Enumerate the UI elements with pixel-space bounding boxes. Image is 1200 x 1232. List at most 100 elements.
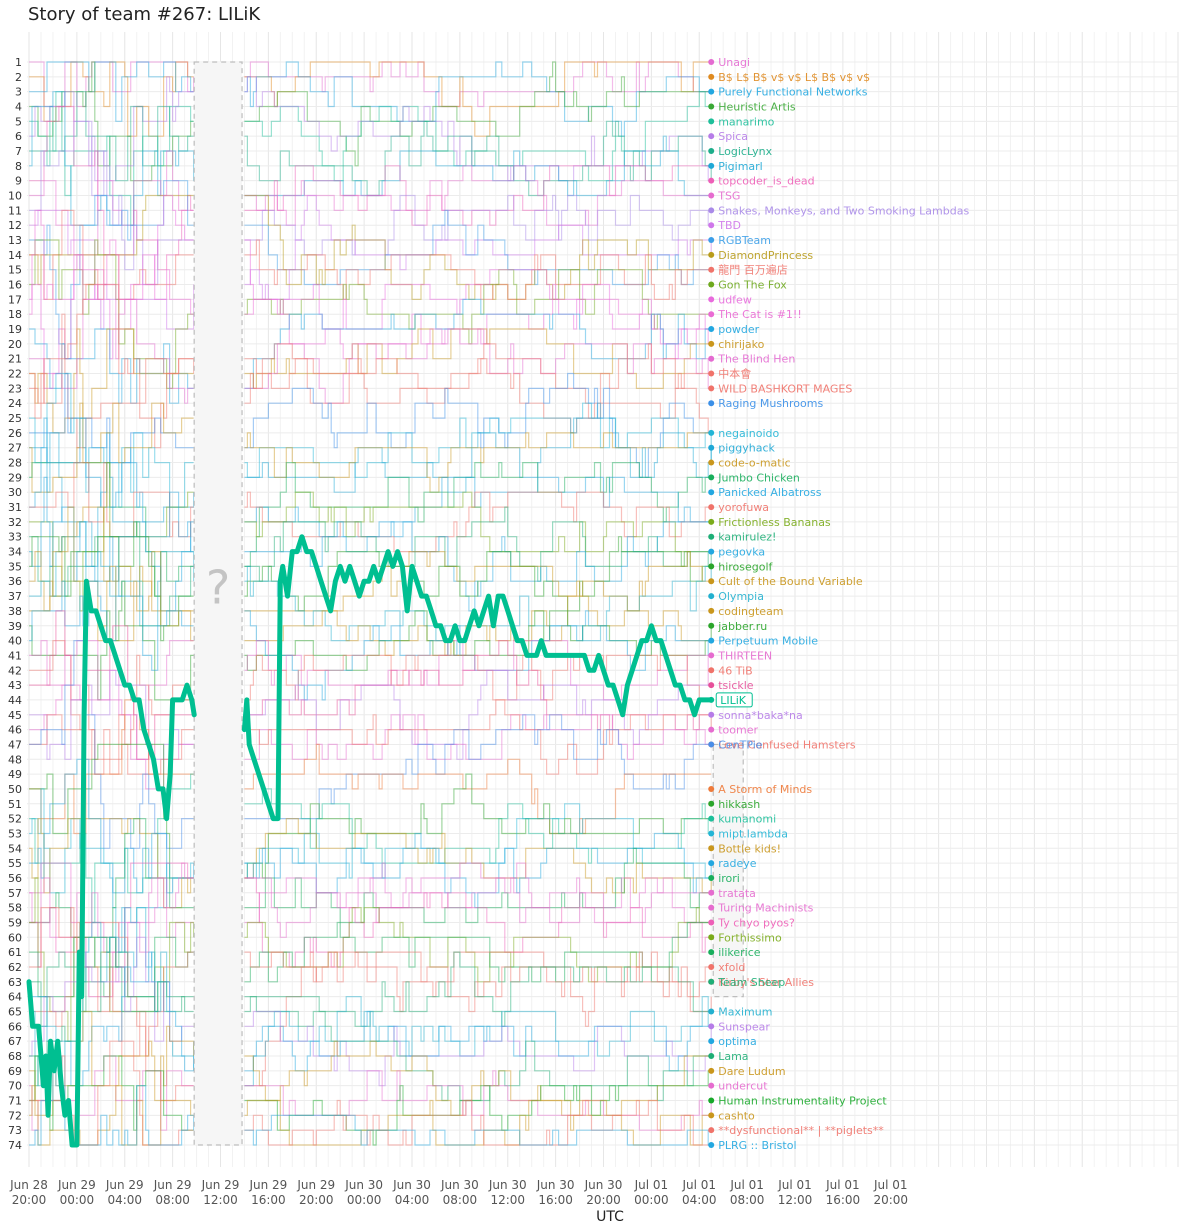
team-line [29,180,194,360]
team-line [244,269,712,345]
rank-tick-label: 67 [8,1035,22,1048]
team-label: TSG [717,190,740,203]
x-tick-day: Jun 29 [248,1178,287,1192]
rank-tick-label: 44 [8,694,22,707]
rank-tick-label: 69 [8,1065,22,1078]
team-line [244,1010,712,1087]
team-label-dot [708,266,715,273]
team-label: 中本會 [718,367,751,381]
team-line [244,1070,712,1131]
team-line [244,165,712,226]
team-label: sonna*baka*na [718,709,803,722]
team-line [244,847,712,924]
team-label-dot [708,904,715,911]
rank-tick-label: 34 [8,546,22,559]
team-label-dot [708,118,715,125]
rank-tick-label: 27 [8,442,22,455]
team-label: WILD BASHKORT MAGES [718,382,852,395]
team-line [29,476,194,582]
team-line [29,907,194,1102]
rank-tick-label: 15 [8,264,22,277]
team-line [29,150,194,256]
rank-tick-label: 25 [8,412,22,425]
team-line [244,1040,712,1116]
team-line [244,239,712,300]
team-line [244,372,712,478]
team-label-dot [708,459,715,466]
team-label-dot [708,1082,715,1089]
team-label: Snakes, Monkeys, and Two Smoking Lambdas [718,204,969,217]
team-line [244,996,712,1102]
rank-tick-label: 55 [8,857,22,870]
y-axis: 1234567891011121314151617181920212223242… [8,56,22,1152]
team-line [244,491,712,553]
team-label-dot [708,622,715,629]
x-tick-time: 04:00 [395,1193,430,1207]
x-tick-time: 00:00 [634,1193,669,1207]
team-line [244,877,712,924]
rank-tick-label: 62 [8,961,22,974]
team-line [244,61,712,167]
team-label-dot [708,504,715,511]
team-line [244,565,712,642]
team-label-dot [708,207,715,214]
x-tick-day: Jul 01 [634,1178,669,1192]
rank-tick-label: 4 [15,101,22,114]
team-label: jabber.ru [717,620,767,633]
team-label: negainoido [718,427,779,440]
rank-tick-label: 70 [8,1080,22,1093]
team-label-dot [708,682,715,689]
rank-tick-label: 39 [8,620,22,633]
rank-tick-label: 20 [8,338,22,351]
team-label-dot [708,73,715,80]
team-line [244,803,712,879]
team-line [244,194,712,256]
rank-tick-label: 11 [8,204,22,217]
team-label: Panicked Albatross [718,486,822,499]
x-tick-time: 08:00 [443,1193,478,1207]
rank-tick-label: 48 [8,753,22,766]
team-line [29,862,194,953]
x-tick-time: 16:00 [538,1193,573,1207]
gap-box [193,61,243,1146]
team-label-dot [708,148,715,155]
team-label: 46 TiB [718,664,752,677]
team-line [29,432,195,567]
rank-tick-label: 57 [8,887,22,900]
team-label-dot [708,919,715,926]
team-line [29,209,194,315]
rank-tick-label: 31 [8,501,22,514]
team-label-dot [708,133,715,140]
team-line [29,610,194,760]
team-label: Frictionless Bananas [718,516,831,529]
x-tick-day: Jun 29 [105,1178,144,1192]
team-line [29,76,194,182]
rank-tick-label: 5 [15,115,22,128]
team-line [29,699,194,835]
x-tick-time: 00:00 [60,1193,95,1207]
rank-tick-label: 29 [8,471,22,484]
team-label-dot [708,1008,715,1015]
rank-tick-label: 60 [8,931,22,944]
team-label-dot [708,845,715,852]
team-line [244,862,712,938]
team-label: radeye [718,857,757,870]
team-label: Team Sheep [717,976,785,989]
team-line [244,120,712,197]
highlight-series-line [26,578,197,1148]
team-label: Ty chyo pyos? [717,916,795,929]
team-label: PLRG :: Bristol [718,1139,796,1152]
rank-tick-label: 64 [8,991,22,1004]
rank-tick-label: 3 [15,86,22,99]
team-label-dot [708,652,715,659]
team-label-dot [708,326,715,333]
team-line [29,818,194,998]
team-line [29,506,194,612]
